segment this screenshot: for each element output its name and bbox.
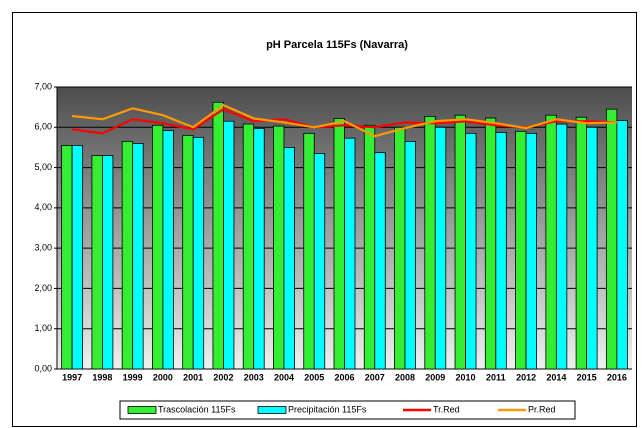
bar [465,132,477,370]
bar [495,132,507,370]
x-tick-label: 2003 [244,372,264,382]
bar [525,132,537,370]
y-tick-label: 5,00 [34,162,52,172]
x-tick-label: 2010 [456,372,476,382]
bar [242,123,255,370]
x-tick-label: 2009 [425,372,445,382]
y-tick-label: 2,00 [34,283,52,293]
bar [303,132,315,370]
bar [363,124,376,370]
legend-label: Trascolación 115Fs [158,404,236,414]
bar [61,145,73,370]
x-tick-label: 2005 [304,372,324,382]
legend-label: Precipitación 115Fs [288,404,367,414]
bar [223,120,235,370]
bar [121,140,134,370]
legend-swatch [257,406,287,414]
x-tick-label: 2011 [486,372,506,382]
legend-swatch [127,406,157,414]
legend-label: Tr.Red [433,404,460,414]
bar [434,126,447,370]
x-tick-label: 2006 [334,372,354,382]
y-tick-label: 0,00 [34,363,52,373]
bar [101,155,114,370]
bar [333,118,345,370]
x-tick-label: 2012 [516,372,536,382]
bar [484,117,497,370]
bar [71,145,84,370]
bar [91,155,103,370]
y-tick-label: 3,00 [34,243,52,253]
x-tick-label: 2014 [546,372,566,382]
x-tick-label: 2008 [395,372,415,382]
bar [152,124,164,370]
bar [515,130,527,370]
legend-box [119,400,576,420]
bar [132,142,144,370]
x-tick-label: 1998 [92,372,112,382]
y-tick-label: 7,00 [34,81,52,91]
chart-title: pH Parcela 115Fs (Navarra) [266,39,408,51]
bar [545,114,557,370]
y-tick-label: 6,00 [34,122,52,132]
bar [182,134,194,370]
legend-label: Pr.Red [528,404,556,414]
bar [575,116,588,370]
bar [313,153,326,370]
bar [192,136,205,370]
bar [212,101,224,370]
x-tick-label: 1999 [123,372,143,382]
y-tick-label: 1,00 [34,323,52,333]
x-tick-label: 2007 [365,372,385,382]
bar [344,137,356,370]
bar [586,126,598,370]
bar [253,128,265,370]
x-tick-label: 2000 [153,372,173,382]
bar [454,114,466,370]
bar [394,126,406,370]
bar [555,123,568,370]
x-tick-label: 2015 [577,372,597,382]
y-tick-label: 4,00 [34,202,52,212]
bar [162,130,174,370]
bar [273,125,285,370]
bar [283,147,295,370]
line-series [72,103,617,138]
bar [424,116,436,370]
x-tick-label: 2004 [274,372,294,382]
bar [404,140,416,370]
bar [616,120,628,370]
x-tick-label: 2001 [183,372,203,382]
x-tick-label: 1997 [62,372,82,382]
bar [605,108,618,370]
x-tick-label: 2002 [213,372,233,382]
bar [374,152,386,370]
x-tick-label: 2016 [607,372,627,382]
